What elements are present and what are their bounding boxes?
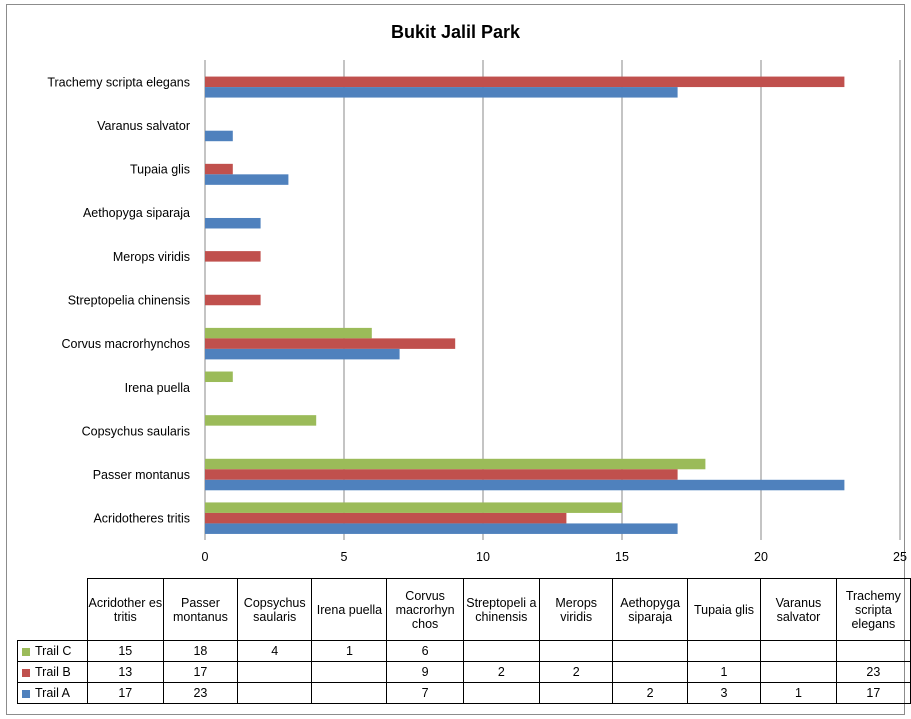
table-cell	[311, 682, 388, 704]
bar-trail-b	[205, 338, 456, 349]
legend-entry: Trail C	[17, 640, 88, 662]
category-label: Tupaia glis	[130, 163, 190, 177]
table-row: Trail B 13 17 9 2 2 1 23	[17, 661, 911, 683]
x-tick-label: 20	[754, 550, 768, 564]
table-column-header: Aethopyga siparaja	[612, 578, 688, 641]
table-column-header: Passer montanus	[162, 578, 239, 641]
table-cell: 6	[386, 640, 464, 662]
table-row: Trail A 17 23 7 2 3 1 17	[17, 682, 911, 704]
table-cell	[311, 661, 388, 683]
bar-trail-b	[205, 512, 567, 524]
table-cell: 1	[760, 682, 837, 704]
table-column-header: Streptopeli a chinensis	[462, 578, 540, 641]
bar-trail-b	[205, 76, 845, 88]
bar-trail-c	[205, 458, 706, 470]
table-cell: 17	[162, 661, 239, 683]
table-cell: 2	[612, 682, 688, 704]
bar-trail-c	[205, 415, 317, 426]
bar-trail-a	[205, 217, 261, 229]
chart-title: Bukit Jalil Park	[390, 22, 521, 42]
table-corner	[17, 578, 88, 641]
table-cell: 13	[86, 661, 164, 683]
category-label: Corvus macrorhynchos	[61, 337, 190, 351]
legend-swatch	[22, 689, 30, 698]
x-tick-label: 0	[202, 550, 209, 564]
bar-trail-b	[205, 294, 261, 306]
table-cell: 17	[835, 682, 911, 704]
bar-trail-c	[205, 327, 372, 339]
table-cell	[835, 640, 911, 662]
table-cell: 9	[386, 661, 464, 683]
table-cell: 18	[162, 640, 239, 662]
legend-swatch	[22, 647, 30, 656]
table-cell	[538, 682, 614, 704]
bar-trail-a	[205, 479, 845, 491]
table-cell: 2	[462, 661, 540, 683]
table-cell: 23	[835, 661, 911, 683]
category-label: Merops viridis	[113, 250, 190, 264]
table-cell: 23	[162, 682, 239, 704]
legend-entry: Trail B	[17, 661, 88, 683]
legend-label: Trail B	[35, 665, 71, 679]
bar-trail-c	[205, 502, 622, 513]
bar-trail-c	[205, 371, 233, 383]
bar-trail-a	[205, 348, 400, 360]
table-row: Trail C 15 18 4 1 6	[17, 640, 911, 662]
table-cell	[236, 682, 313, 704]
category-label: Acridotheres tritis	[93, 512, 190, 526]
bar-trail-a	[205, 130, 233, 142]
bar-trail-b	[205, 163, 233, 175]
table-cell: 15	[86, 640, 164, 662]
table-column-header: Varanus salvator	[760, 578, 837, 641]
category-label: Varanus salvator	[97, 119, 190, 133]
table-cell	[686, 640, 762, 662]
table-cell	[236, 661, 313, 683]
table-cell: 1	[311, 640, 388, 662]
table-cell: 1	[686, 661, 762, 683]
category-label: Aethopyga siparaja	[83, 206, 190, 220]
table-column-header: Merops viridis	[538, 578, 614, 641]
bar-trail-b	[205, 469, 678, 480]
legend-swatch	[22, 668, 30, 677]
x-tick-label: 5	[341, 550, 348, 564]
x-tick-label: 15	[615, 550, 629, 564]
table-cell	[760, 640, 837, 662]
table-cell	[760, 661, 837, 683]
category-label: Streptopelia chinensis	[68, 294, 190, 308]
table-column-header: Trachemy scripta elegans	[835, 578, 911, 641]
table-column-header: Corvus macrorhyn chos	[386, 578, 464, 641]
x-tick-label: 25	[893, 550, 907, 564]
x-tick-label: 10	[476, 550, 490, 564]
table-cell: 3	[686, 682, 762, 704]
bar-trail-a	[205, 174, 289, 185]
data-table: Acridother es tritis Passer montanus Copsy…	[17, 578, 911, 704]
legend-label: Trail A	[35, 686, 70, 700]
category-label: Irena puella	[125, 381, 190, 395]
table-cell: 7	[386, 682, 464, 704]
table-cell	[538, 640, 614, 662]
table-column-header: Irena puella	[311, 578, 388, 641]
bar-trail-b	[205, 251, 261, 262]
category-label: Passer montanus	[93, 468, 190, 482]
table-cell	[612, 661, 688, 683]
legend-label: Trail C	[35, 644, 72, 658]
bar-trail-a	[205, 87, 678, 98]
table-cell	[462, 682, 540, 704]
table-cell	[612, 640, 688, 662]
table-cell: 2	[538, 661, 614, 683]
bar-trail-a	[205, 523, 678, 534]
table-cell: 4	[236, 640, 313, 662]
table-column-header: Copsychus saularis	[236, 578, 313, 641]
table-cell: 17	[86, 682, 164, 704]
table-column-header: Acridother es tritis	[86, 578, 164, 641]
category-label: Trachemy scripta elegans	[47, 75, 190, 89]
legend-entry: Trail A	[17, 682, 88, 704]
table-cell	[462, 640, 540, 662]
table-column-header: Tupaia glis	[686, 578, 762, 641]
category-label: Copsychus saularis	[82, 424, 190, 438]
